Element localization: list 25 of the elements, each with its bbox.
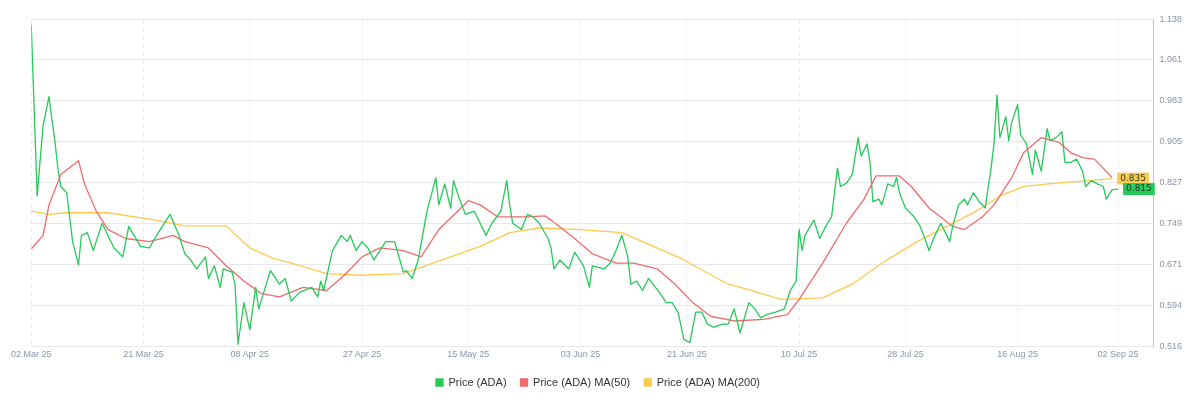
x-tick-label: 27 Apr 25: [342, 349, 382, 360]
y-tick-label: 0.905: [1159, 136, 1183, 147]
x-tick-label: 03 Jun 25: [560, 349, 601, 360]
annotation: 0.835: [1120, 172, 1146, 183]
y-tick-label: 0.983: [1159, 95, 1183, 106]
y-tick-label: 0.749: [1159, 218, 1183, 229]
x-tick-label: 02 Mar 25: [11, 349, 52, 360]
y-tick-label: 1.061: [1159, 54, 1183, 65]
y-tick-label: 0.827: [1159, 177, 1183, 188]
x-tick-label: 08 Apr 25: [230, 349, 270, 360]
x-tick-label: 16 Aug 25: [997, 349, 1038, 360]
y-tick-label: 0.671: [1159, 259, 1183, 270]
x-tick-label: 28 Jul 25: [887, 349, 924, 360]
x-tick-label: 10 Jul 25: [780, 349, 818, 360]
y-tick-label: 0.594: [1159, 299, 1183, 310]
annotation: 0.815: [1126, 183, 1152, 194]
y-tick-label: 0.516: [1159, 340, 1183, 351]
legend-label: Price (ADA) MA(50): [533, 375, 631, 388]
x-tick-label: 02 Sep 25: [1097, 349, 1139, 360]
legend-label: Price (ADA): [448, 375, 507, 388]
x-tick-label: 21 Jun 25: [667, 349, 707, 360]
y-tick-label: 1.138: [1159, 13, 1183, 24]
x-tick-label: 15 May 25: [447, 349, 490, 360]
x-tick-label: 21 Mar 25: [123, 349, 164, 360]
legend-label: Price (ADA) MA(200): [656, 375, 761, 388]
